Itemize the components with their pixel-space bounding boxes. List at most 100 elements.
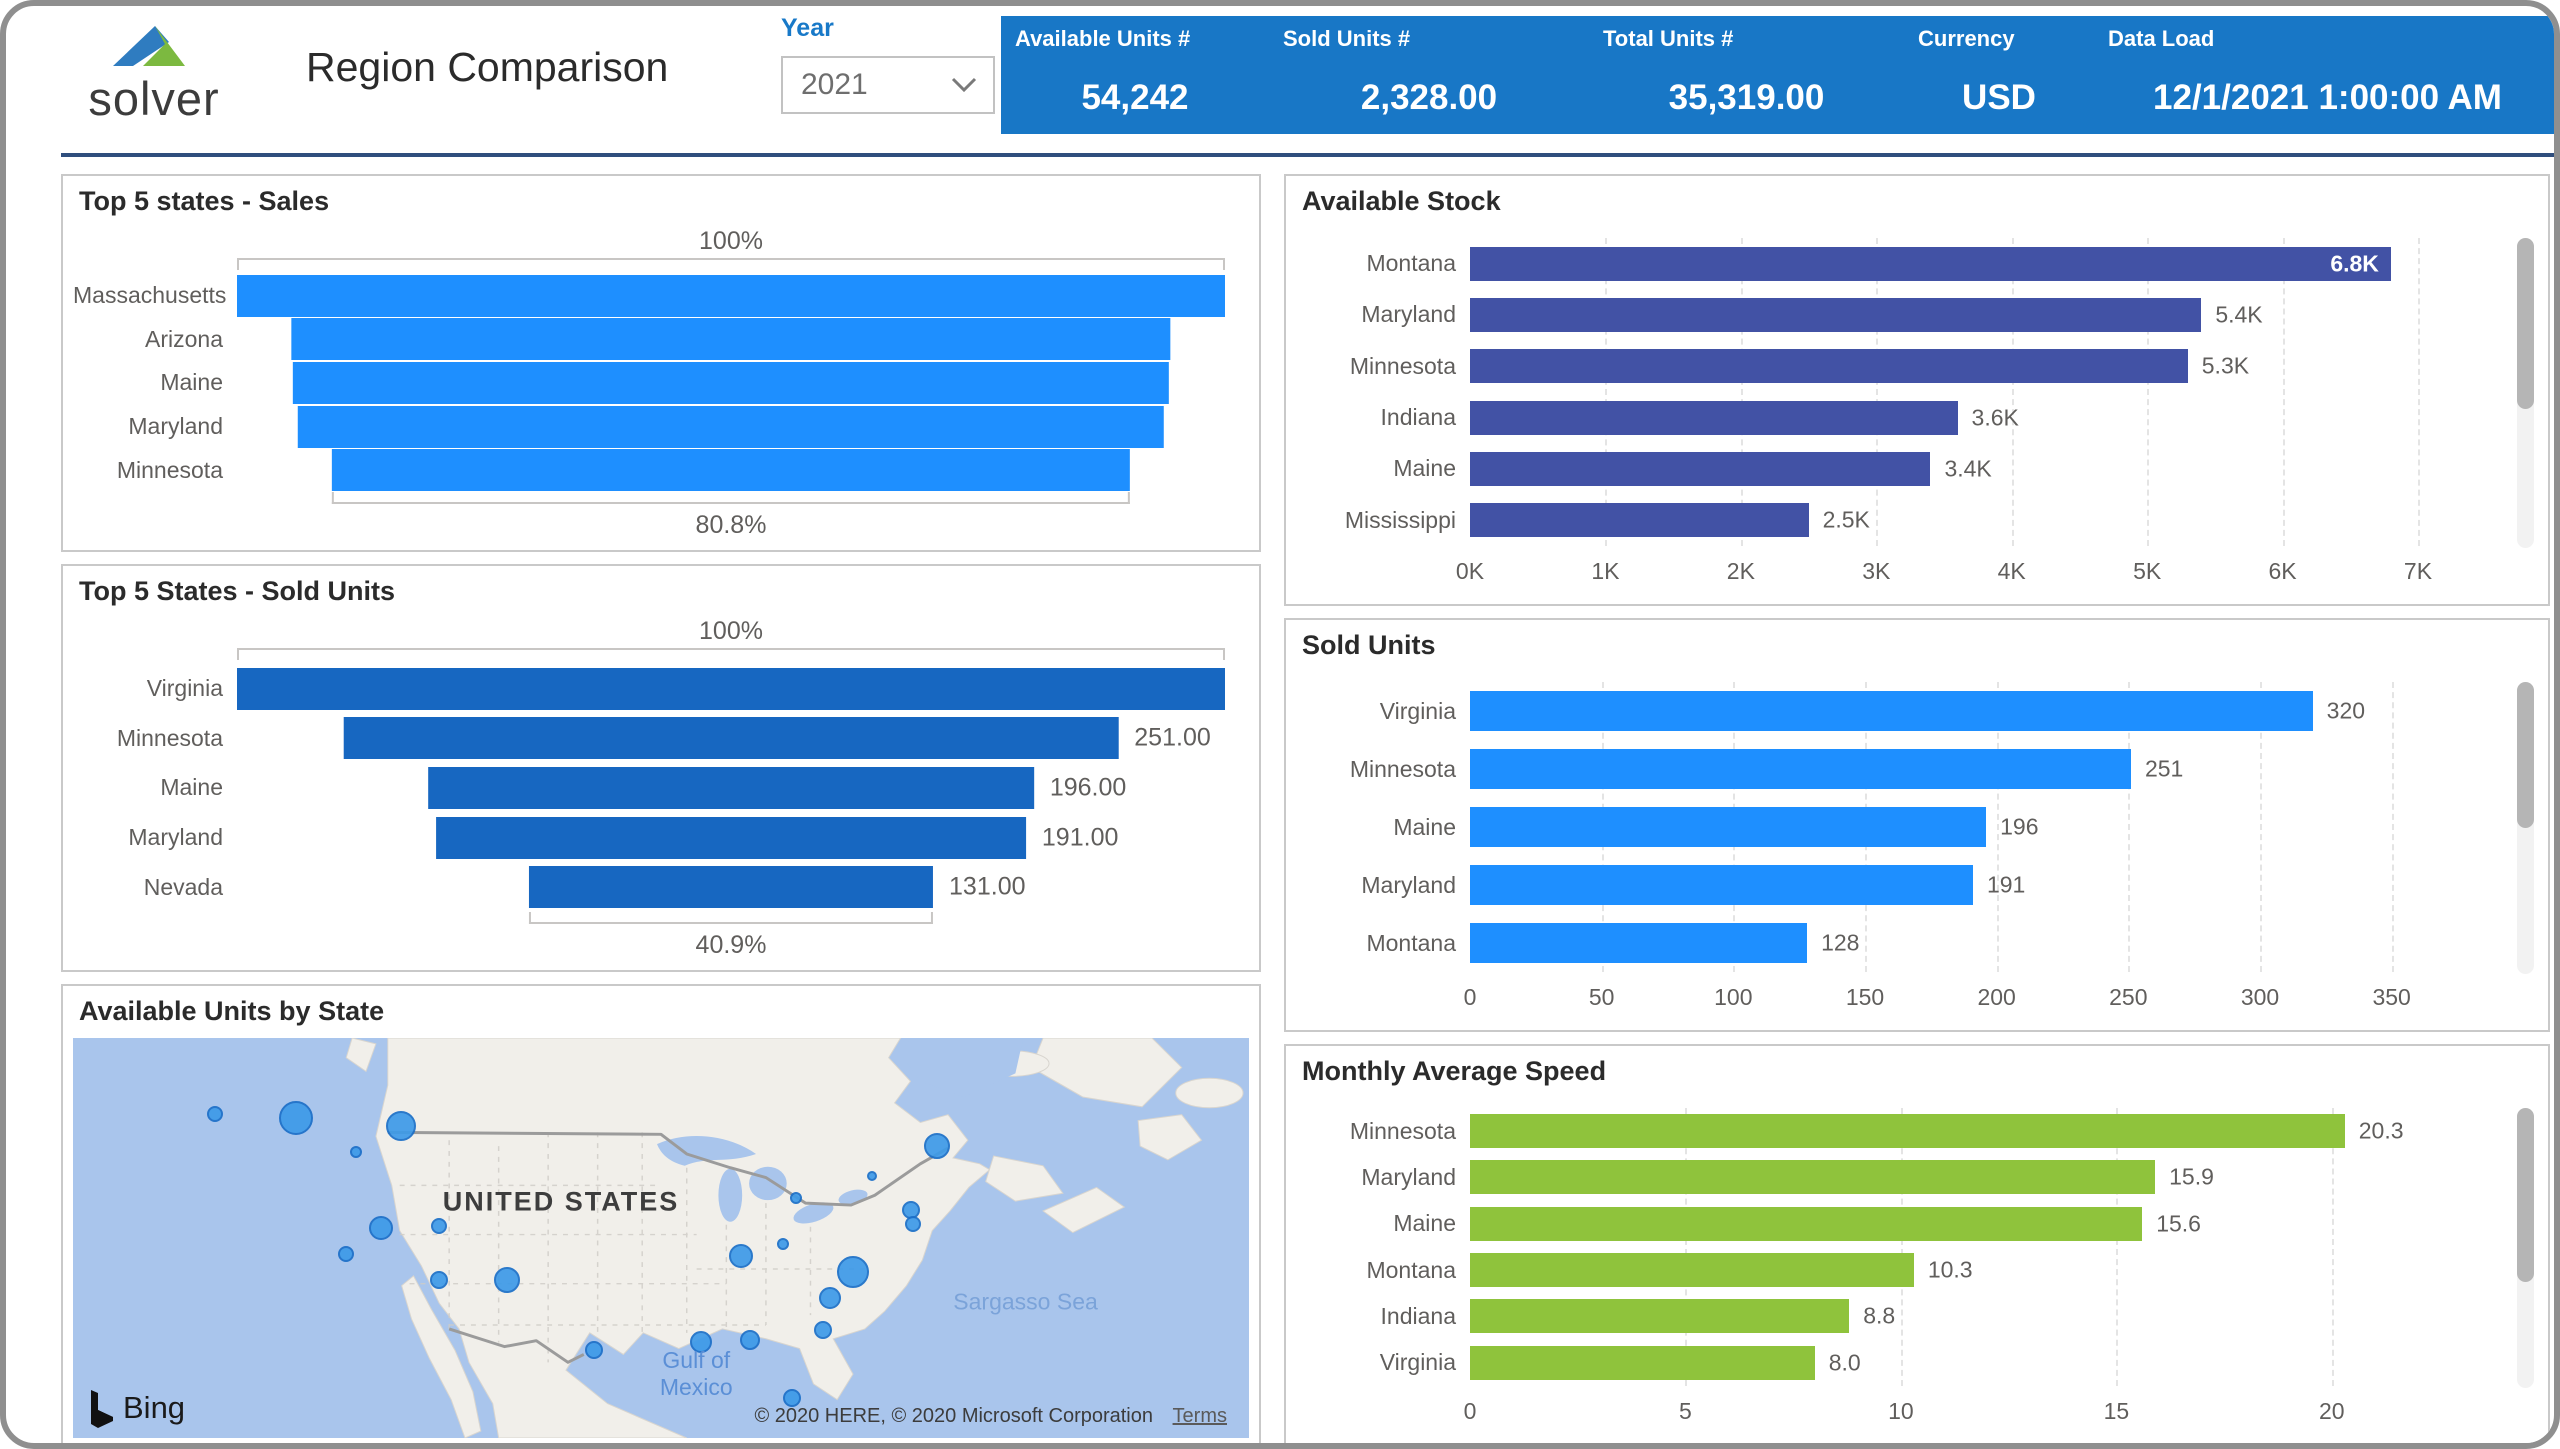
- bar-maryland[interactable]: [1470, 297, 2202, 332]
- scrollbar-thumb[interactable]: [2517, 682, 2534, 828]
- x-tick-label: 0: [1463, 1398, 1477, 1424]
- category-label: Montana: [1366, 250, 1456, 277]
- x-tick-label: 50: [1588, 984, 1615, 1010]
- x-tick-label: 0K: [1455, 558, 1485, 584]
- bar-minnesota[interactable]: [1470, 349, 2188, 384]
- funnel-track: [237, 405, 1225, 449]
- kpi-value: 35,319.00: [1668, 78, 1825, 117]
- data-label: 10.3: [1927, 1256, 1973, 1283]
- map-bubble[interactable]: [430, 1218, 447, 1234]
- funnel-bar-massachusetts[interactable]: [237, 274, 1225, 317]
- map-bubble[interactable]: [369, 1216, 394, 1240]
- map-bubble[interactable]: [866, 1171, 877, 1181]
- map-bubble[interactable]: [584, 1341, 603, 1359]
- funnel-bar-virginia[interactable]: [237, 667, 1225, 710]
- bar-indiana[interactable]: [1470, 1299, 1850, 1334]
- funnel-row: Maine: [73, 361, 1225, 405]
- bar-track: 6.8K: [1470, 238, 2418, 289]
- x-tick-label: 5K: [2133, 558, 2162, 584]
- page-title: Region Comparison: [306, 44, 669, 90]
- funnel-bar-maine[interactable]: [428, 766, 1034, 809]
- bar-chart-available-stock: Montana 6.8K Maryland 5.4K Minnesota 5.3K Indi…: [1306, 238, 2432, 588]
- bar-maine[interactable]: [1470, 451, 1931, 486]
- category-label: Minnesota: [1349, 755, 1456, 782]
- map-bubble[interactable]: [337, 1246, 354, 1262]
- x-tick-label: 200: [1977, 984, 2016, 1010]
- bar-montana[interactable]: [1470, 1253, 1914, 1288]
- funnel-row: Virginia: [73, 664, 1225, 714]
- scrollbar-thumb[interactable]: [2517, 238, 2534, 409]
- map-bubble[interactable]: [924, 1133, 951, 1159]
- map-terms-link[interactable]: Terms: [1172, 1405, 1227, 1427]
- bar-maine[interactable]: [1470, 807, 1987, 847]
- map-bubble[interactable]: [493, 1267, 520, 1293]
- kpi-sold-units-: Sold Units # 2,328.00: [1269, 16, 1589, 134]
- chart-scrollbar[interactable]: [2517, 238, 2534, 548]
- map-bubble[interactable]: [819, 1287, 842, 1309]
- map-bubble[interactable]: [740, 1330, 761, 1350]
- gridline: [2128, 682, 2131, 972]
- map-bubble[interactable]: [782, 1389, 801, 1407]
- funnel-row: Maryland: [73, 405, 1225, 449]
- bar-row: Minnesota 251: [1306, 740, 2418, 798]
- bing-logo[interactable]: Bing: [89, 1388, 185, 1428]
- x-tick-label: 6K: [2268, 558, 2297, 584]
- funnel-bar-arizona[interactable]: [291, 318, 1171, 361]
- map-bubble[interactable]: [429, 1271, 448, 1289]
- bar-mississippi[interactable]: [1470, 503, 1809, 538]
- map-bubble[interactable]: [386, 1111, 417, 1141]
- map-bubble[interactable]: [814, 1321, 833, 1339]
- funnel-bar-maine[interactable]: [292, 361, 1170, 404]
- data-label: 191.00: [1041, 823, 1119, 852]
- data-label: 5.4K: [2215, 301, 2263, 328]
- kpi-total-units-: Total Units # 35,319.00: [1589, 16, 1904, 134]
- header-separator: [61, 153, 2554, 157]
- bar-row: Maine 15.6: [1306, 1201, 2418, 1247]
- bing-map[interactable]: UNITED STATES Sargasso Sea Gulf of Mexico…: [73, 1038, 1249, 1438]
- kpi-label: Sold Units #: [1283, 26, 1411, 51]
- funnel-bottom-bracket: [331, 492, 1131, 504]
- bar-minnesota[interactable]: [1470, 749, 2131, 789]
- chart-scrollbar[interactable]: [2517, 682, 2534, 974]
- map-bubble[interactable]: [777, 1238, 790, 1250]
- chart-scrollbar[interactable]: [2517, 1108, 2534, 1388]
- bar-virginia[interactable]: [1470, 691, 2313, 731]
- scrollbar-thumb[interactable]: [2517, 1108, 2534, 1282]
- bar-maryland[interactable]: [1470, 865, 1973, 905]
- category-label: Virginia: [1379, 1349, 1456, 1376]
- map-bubble[interactable]: [790, 1192, 803, 1204]
- map-bubble[interactable]: [728, 1244, 753, 1268]
- funnel-bar-maryland[interactable]: [297, 405, 1165, 448]
- kpi-data-load: Data Load 12/1/2021 1:00:00 AM: [2094, 16, 2554, 134]
- map-bubble[interactable]: [350, 1146, 363, 1158]
- kpi-band: Available Units # 54,242 Sold Units # 2,328…: [1001, 16, 2554, 134]
- funnel-bar-minnesota[interactable]: [331, 449, 1131, 492]
- kpi-label: Currency: [1918, 26, 2015, 51]
- bar-track: 8.0: [1470, 1340, 2418, 1386]
- category-label: Maine: [160, 774, 223, 801]
- funnel-track: [237, 274, 1225, 318]
- data-label: 15.9: [2169, 1163, 2214, 1190]
- map-bubble[interactable]: [836, 1255, 869, 1288]
- bar-row: Montana 10.3: [1306, 1247, 2418, 1293]
- chart-title: Top 5 States - Sold Units: [79, 576, 396, 606]
- bar-maine[interactable]: [1470, 1206, 2143, 1241]
- bar-indiana[interactable]: [1470, 400, 1958, 435]
- data-label: 131.00: [949, 872, 1026, 901]
- funnel-bar-maryland[interactable]: [436, 816, 1026, 859]
- category-label: Maryland: [1361, 1163, 1456, 1190]
- bar-montana[interactable]: [1470, 923, 1808, 963]
- year-dropdown[interactable]: 2021: [781, 56, 995, 114]
- funnel-bar-nevada[interactable]: [528, 866, 934, 909]
- map-bubble[interactable]: [689, 1331, 712, 1353]
- map-bubble[interactable]: [904, 1216, 921, 1232]
- funnel-bar-minnesota[interactable]: [343, 717, 1119, 760]
- bar-virginia[interactable]: [1470, 1345, 1815, 1380]
- bar-maryland[interactable]: [1470, 1160, 2156, 1195]
- bar-minnesota[interactable]: [1470, 1114, 2345, 1149]
- bar-track: 8.8: [1470, 1293, 2418, 1339]
- gridline: [2418, 238, 2420, 546]
- bar-montana[interactable]: 6.8K: [1470, 246, 2391, 281]
- map-bubble[interactable]: [279, 1101, 314, 1135]
- map-bubble[interactable]: [207, 1106, 224, 1122]
